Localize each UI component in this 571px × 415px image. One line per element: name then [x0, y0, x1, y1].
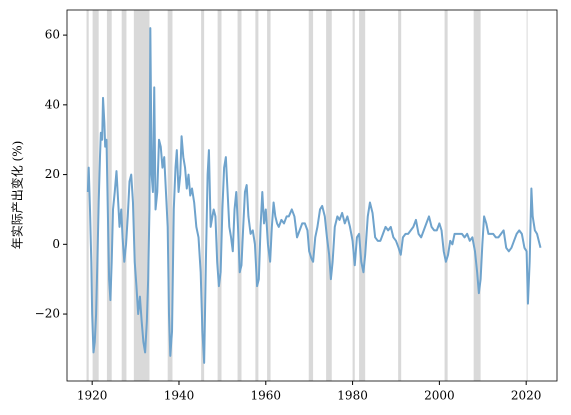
- x-tick-label: 1960: [251, 389, 282, 403]
- recession-band: [526, 10, 528, 381]
- recession-band: [444, 10, 448, 381]
- x-tick-label: 1980: [337, 389, 368, 403]
- recession-band: [255, 10, 259, 381]
- recession-band: [359, 10, 366, 381]
- y-tick-label: 60: [45, 28, 60, 42]
- recession-band: [167, 10, 173, 381]
- recession-band: [398, 10, 402, 381]
- x-tick-label: 2020: [511, 389, 542, 403]
- plot-frame: [66, 9, 558, 382]
- recession-band: [121, 10, 127, 381]
- recession-band: [352, 10, 355, 381]
- x-tick-label: 2000: [424, 389, 455, 403]
- recession-band: [308, 10, 314, 381]
- recession-band: [237, 10, 242, 381]
- y-tick-label: −20: [35, 307, 60, 321]
- data-line: [86, 27, 542, 364]
- recession-band: [92, 10, 99, 381]
- y-tick-label: 0: [52, 237, 60, 251]
- y-tick-label: 20: [45, 167, 60, 181]
- recession-band: [106, 10, 112, 381]
- recession-band: [326, 10, 332, 381]
- recession-band: [217, 10, 222, 381]
- recession-band: [473, 10, 481, 381]
- x-tick-label: 1920: [77, 389, 108, 403]
- recession-band: [201, 10, 205, 381]
- recession-band: [86, 10, 89, 381]
- recession-band: [267, 10, 271, 381]
- y-tick-label: 40: [45, 97, 60, 111]
- y-axis-label: 年实际产出变化 (%): [10, 141, 25, 250]
- x-tick-label: 1940: [164, 389, 195, 403]
- recession-band: [133, 10, 150, 381]
